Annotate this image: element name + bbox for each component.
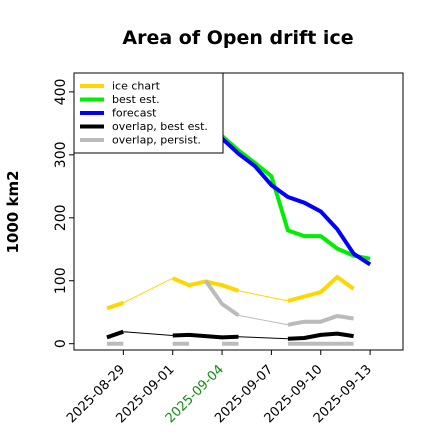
legend-label: overlap, best est. bbox=[112, 120, 208, 133]
x-axis: 2025-08-292025-09-012025-09-042025-09-07… bbox=[64, 350, 375, 426]
series-layer bbox=[106, 134, 372, 346]
y-axis: 0 100 200 300 400 bbox=[53, 79, 74, 348]
series-line-segment bbox=[238, 336, 288, 340]
series-line-segment bbox=[287, 331, 354, 341]
series-line-segment bbox=[220, 137, 372, 267]
y-tick-label: 300 bbox=[53, 141, 69, 168]
series-forecast bbox=[220, 137, 372, 267]
series-ice-chart bbox=[106, 275, 355, 311]
series-line-segment bbox=[123, 331, 173, 336]
series-line-segment bbox=[287, 275, 355, 303]
series-overlap-best-est- bbox=[106, 329, 354, 341]
y-tick-label: 200 bbox=[53, 204, 69, 231]
legend-label: forecast bbox=[112, 107, 157, 120]
y-tick-label: 100 bbox=[53, 267, 69, 294]
y-axis-label: 1000 km2 bbox=[4, 170, 22, 253]
series-line-segment bbox=[171, 276, 240, 293]
y-tick-label: 400 bbox=[53, 79, 69, 106]
chart-title: Area of Open drift ice bbox=[122, 27, 353, 49]
series-line-segment bbox=[123, 277, 173, 304]
series-line-segment bbox=[106, 300, 124, 311]
series-line-segment bbox=[238, 290, 289, 302]
series-line-segment bbox=[172, 332, 239, 340]
y-tick-label: 0 bbox=[53, 339, 69, 348]
legend-label: overlap, persist. bbox=[112, 134, 201, 147]
series-overlap-persist- bbox=[106, 279, 354, 346]
legend-label: ice chart bbox=[112, 80, 161, 93]
series-line-segment bbox=[203, 279, 240, 318]
legend-label: best est. bbox=[112, 93, 160, 106]
series-line-segment bbox=[220, 134, 371, 261]
series-line-segment bbox=[287, 314, 354, 327]
series-best-est- bbox=[220, 134, 371, 261]
series-line-segment bbox=[106, 329, 124, 340]
series-line-segment bbox=[238, 314, 288, 326]
plot-frame bbox=[73, 72, 404, 351]
